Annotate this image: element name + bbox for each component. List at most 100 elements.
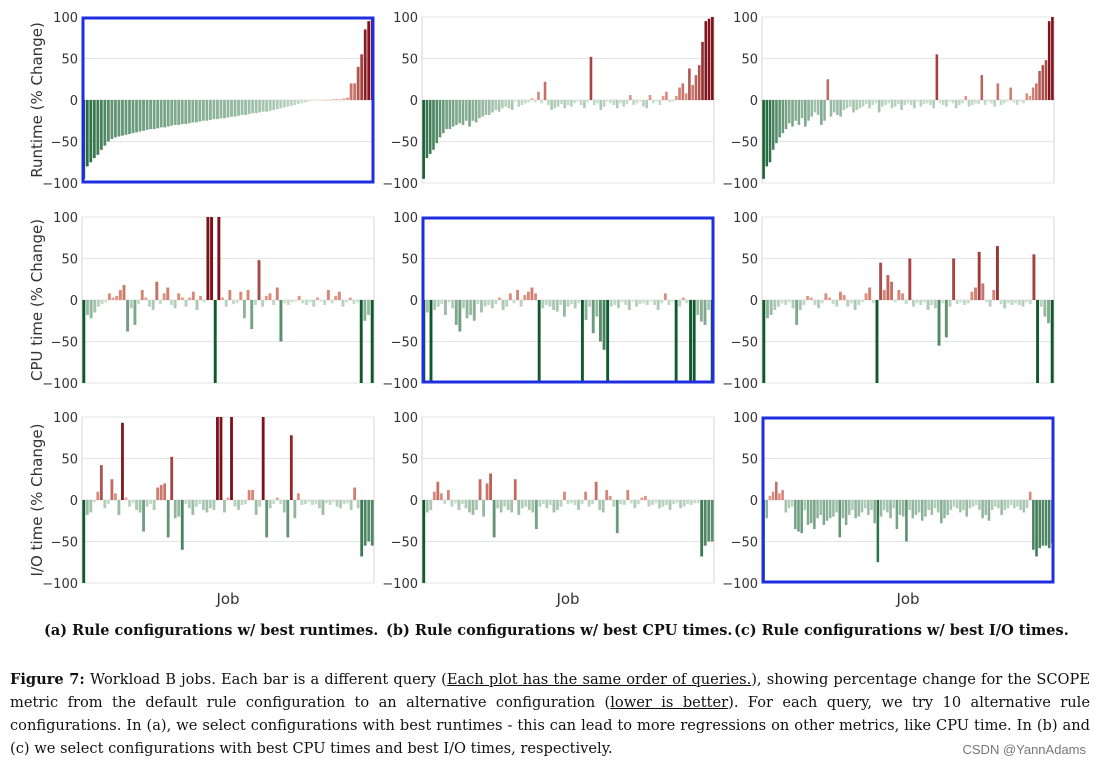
bar	[961, 100, 964, 104]
bar	[237, 100, 240, 116]
bar	[1006, 500, 1010, 509]
bar	[506, 500, 510, 510]
bar	[137, 300, 141, 305]
bar	[471, 500, 475, 515]
bar	[981, 283, 985, 300]
bar	[762, 100, 765, 179]
bar	[342, 500, 346, 505]
bar	[807, 100, 810, 121]
bar	[606, 100, 609, 102]
bar	[884, 100, 887, 105]
bar	[945, 100, 948, 107]
bar	[523, 295, 527, 300]
bar	[647, 500, 651, 507]
y-tick-label: 50	[741, 453, 758, 468]
bar	[860, 500, 864, 513]
bar	[144, 297, 148, 300]
bar	[951, 100, 955, 104]
bar	[868, 287, 872, 300]
bar	[237, 500, 240, 510]
bar	[166, 100, 170, 127]
bar	[671, 300, 674, 302]
bar	[471, 100, 475, 121]
caption-part-2: ), showing percentage change for the SCO…	[10, 671, 1090, 711]
bar	[341, 300, 345, 307]
y-tick-label: 100	[733, 411, 758, 426]
figure-caption: Figure 7: Workload B jobs. Each bar is a…	[10, 668, 1090, 760]
bar	[468, 500, 471, 513]
bar	[987, 500, 991, 521]
bar	[261, 300, 265, 307]
y-tick-label: 0	[70, 294, 78, 309]
bar	[912, 300, 915, 307]
bar	[257, 260, 261, 300]
bar	[988, 300, 992, 307]
bar	[645, 100, 649, 109]
bar	[527, 100, 530, 103]
bar	[594, 481, 598, 500]
bar	[967, 100, 971, 107]
bar	[707, 18, 711, 100]
watermark: CSDN @YannAdams	[962, 742, 1087, 757]
bar	[293, 100, 297, 105]
y-tick-label: 0	[410, 494, 418, 509]
bar	[638, 100, 642, 102]
bar	[984, 500, 988, 515]
bar	[272, 300, 276, 305]
bar	[577, 300, 581, 304]
bar	[121, 100, 124, 136]
bar	[128, 500, 131, 507]
bar	[784, 300, 788, 305]
bar	[246, 290, 250, 300]
bar	[577, 500, 580, 510]
bar	[908, 258, 912, 300]
bar	[110, 479, 114, 500]
bar	[974, 100, 977, 104]
bar	[438, 100, 442, 138]
bar	[627, 300, 631, 310]
bar	[469, 300, 473, 315]
bar	[1035, 500, 1038, 557]
bar	[661, 500, 665, 507]
bar	[963, 300, 967, 305]
bar	[346, 500, 350, 504]
bar	[131, 100, 135, 134]
bar	[314, 100, 318, 101]
bar	[226, 497, 230, 500]
bar	[654, 500, 658, 504]
bar	[697, 65, 701, 100]
bar	[312, 300, 316, 307]
bar	[1050, 300, 1054, 383]
bar	[464, 100, 468, 121]
bar	[831, 300, 835, 305]
bar	[170, 456, 174, 500]
bar	[550, 100, 553, 110]
bar	[776, 300, 780, 307]
bar	[612, 500, 616, 507]
bar	[629, 500, 633, 504]
bar	[901, 500, 905, 517]
bar	[296, 493, 300, 500]
bar	[1006, 100, 1009, 102]
bar	[580, 300, 584, 383]
bar	[839, 291, 842, 300]
bar	[436, 300, 440, 307]
bar	[704, 21, 708, 100]
bar	[216, 417, 219, 500]
bar	[244, 100, 247, 115]
bar	[487, 300, 491, 305]
bar	[93, 300, 97, 313]
bar	[149, 100, 153, 130]
y-tick-label: 50	[741, 253, 758, 268]
highlight-box	[81, 16, 375, 184]
bar	[816, 500, 819, 519]
bar	[201, 500, 205, 510]
bar	[1025, 93, 1029, 100]
bar	[275, 100, 279, 110]
bar	[842, 100, 846, 110]
bar	[978, 500, 981, 510]
bar	[461, 500, 464, 505]
bar	[1047, 300, 1050, 324]
bar	[531, 500, 535, 513]
bar	[283, 300, 287, 304]
